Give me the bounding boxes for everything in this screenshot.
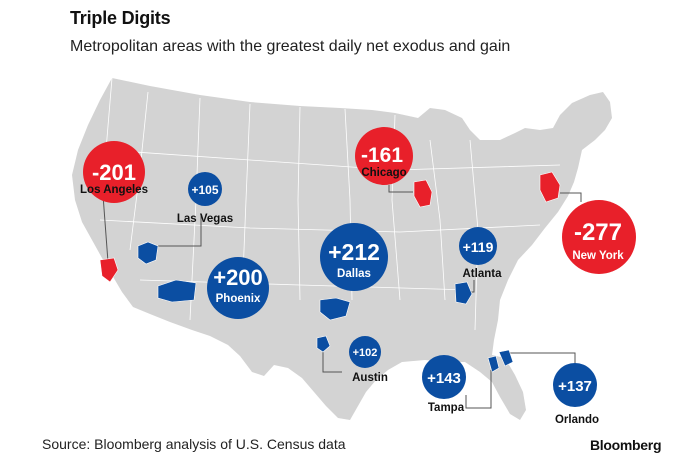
bubble-las-vegas: +105 Las Vegas bbox=[177, 172, 233, 225]
metro-shape-chicago bbox=[413, 179, 433, 208]
brand-logo: Bloomberg bbox=[590, 437, 662, 453]
bubble-value: +200 bbox=[213, 265, 263, 290]
chart-subtitle: Metropolitan areas with the greatest dai… bbox=[70, 38, 511, 55]
city-label: Tampa bbox=[428, 402, 465, 414]
city-label: New York bbox=[572, 250, 624, 262]
city-label: Orlando bbox=[555, 414, 599, 426]
bubble-value: +105 bbox=[191, 183, 218, 197]
bubble-value: -161 bbox=[361, 144, 403, 167]
state-borders bbox=[93, 77, 561, 331]
chart-title: Triple Digits bbox=[70, 8, 171, 28]
bubble-circle bbox=[349, 336, 381, 368]
bubble-circle bbox=[207, 257, 269, 319]
bubble-circle bbox=[320, 223, 388, 291]
bubble-new-york: -277 New York bbox=[562, 200, 636, 274]
metro-shape-las-vegas bbox=[137, 241, 159, 265]
bubble-los-angeles: -201 Los Angeles bbox=[80, 141, 148, 203]
bubble-circle bbox=[355, 127, 413, 185]
city-label: Las Vegas bbox=[177, 213, 233, 225]
bubble-orlando: +137 Orlando bbox=[553, 363, 599, 426]
metro-shape-new-york bbox=[539, 171, 561, 203]
metro-shape-atlanta bbox=[454, 281, 473, 305]
bubble-value: +212 bbox=[328, 239, 380, 265]
michigan-land bbox=[430, 128, 456, 178]
bubble-austin: +102 Austin bbox=[349, 336, 388, 384]
metro-footprints bbox=[99, 171, 561, 373]
bubble-circle bbox=[562, 200, 636, 274]
city-label: Austin bbox=[352, 372, 388, 384]
bubble-circle bbox=[553, 363, 597, 407]
bubble-value: +102 bbox=[353, 347, 378, 359]
metro-shape-orlando bbox=[498, 349, 514, 367]
metro-shape-dallas bbox=[319, 297, 351, 321]
city-label: Atlanta bbox=[463, 268, 503, 280]
bubble-value: +137 bbox=[558, 378, 592, 395]
city-label: Chicago bbox=[361, 167, 406, 179]
city-label: Los Angeles bbox=[80, 184, 148, 196]
source-note: Source: Bloomberg analysis of U.S. Censu… bbox=[42, 436, 346, 452]
bubble-value: -201 bbox=[92, 160, 136, 185]
bubble-atlanta: +119 Atlanta bbox=[459, 227, 502, 280]
bubble-dallas: +212 Dallas bbox=[320, 223, 388, 291]
metro-shape-los-angeles bbox=[99, 257, 119, 283]
city-label: Dallas bbox=[337, 268, 371, 280]
bubble-circle bbox=[422, 355, 466, 399]
metro-shape-tampa bbox=[487, 355, 500, 373]
bubble-tampa: +143 Tampa bbox=[422, 355, 466, 414]
metro-shape-phoenix bbox=[157, 279, 197, 303]
bubble-value: +119 bbox=[463, 239, 494, 255]
bubble-value: +143 bbox=[427, 370, 461, 387]
bubble-circle bbox=[188, 172, 222, 206]
bubble-chicago: -161 Chicago bbox=[355, 127, 413, 185]
bubble-circle bbox=[83, 141, 145, 203]
bubble-circle bbox=[459, 227, 497, 265]
bubble-value: -277 bbox=[574, 219, 622, 246]
metro-shape-austin bbox=[316, 335, 331, 353]
bubble-phoenix: +200 Phoenix bbox=[207, 257, 269, 319]
city-label: Phoenix bbox=[216, 293, 261, 305]
